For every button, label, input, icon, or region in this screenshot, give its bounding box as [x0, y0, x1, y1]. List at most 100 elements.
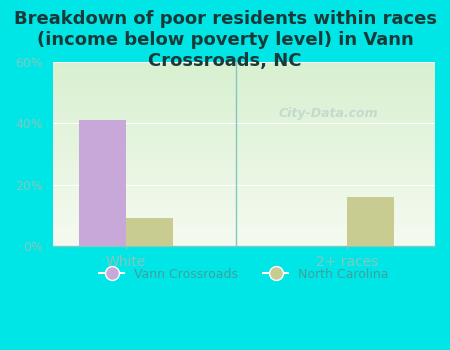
Bar: [347, 197, 394, 246]
Bar: [53, 211, 435, 213]
Bar: [53, 147, 435, 148]
Bar: [53, 84, 435, 86]
Bar: [53, 172, 435, 174]
Bar: [53, 112, 435, 113]
Bar: [53, 126, 435, 128]
Bar: [53, 134, 435, 135]
Bar: [53, 117, 435, 119]
Bar: [53, 213, 435, 215]
Text: Breakdown of poor residents within races
(income below poverty level) in Vann
Cr: Breakdown of poor residents within races…: [14, 10, 436, 70]
Legend: Vann Crossroads, North Carolina: Vann Crossroads, North Carolina: [94, 262, 394, 286]
Bar: [53, 161, 435, 163]
Bar: [53, 205, 435, 207]
Bar: [53, 187, 435, 189]
Bar: [53, 138, 435, 139]
Bar: [53, 200, 435, 202]
Bar: [53, 216, 435, 218]
Bar: [53, 90, 435, 91]
Bar: [53, 64, 435, 66]
Bar: [53, 77, 435, 78]
Bar: [53, 194, 435, 196]
Bar: [53, 156, 435, 158]
Bar: [53, 202, 435, 204]
Bar: [53, 86, 435, 88]
Bar: [53, 165, 435, 167]
Bar: [53, 240, 435, 242]
Bar: [53, 193, 435, 194]
Bar: [53, 73, 435, 75]
Bar: [53, 71, 435, 73]
Bar: [53, 68, 435, 69]
Bar: [53, 167, 435, 169]
Bar: [53, 226, 435, 228]
Bar: [53, 148, 435, 150]
Bar: [53, 220, 435, 222]
Bar: [53, 185, 435, 187]
Bar: [53, 229, 435, 231]
Bar: [53, 170, 435, 172]
Bar: [53, 183, 435, 185]
Bar: [53, 115, 435, 117]
Bar: [53, 180, 435, 182]
Bar: [53, 182, 435, 183]
Bar: [53, 169, 435, 170]
Bar: [53, 141, 435, 143]
Bar: [53, 191, 435, 192]
Bar: [53, 139, 435, 141]
Bar: [53, 242, 435, 244]
Bar: [53, 238, 435, 240]
Text: City-Data.com: City-Data.com: [278, 107, 378, 120]
Bar: [126, 218, 173, 246]
Bar: [53, 113, 435, 115]
Bar: [53, 123, 435, 125]
Bar: [53, 125, 435, 126]
Bar: [53, 100, 435, 103]
Bar: [53, 233, 435, 235]
Bar: [53, 91, 435, 93]
Bar: [53, 93, 435, 95]
Bar: [53, 143, 435, 145]
Bar: [53, 204, 435, 205]
Bar: [53, 82, 435, 84]
Bar: [53, 237, 435, 238]
Bar: [53, 150, 435, 152]
Bar: [53, 62, 435, 64]
Bar: [53, 88, 435, 90]
Bar: [53, 135, 435, 138]
Bar: [53, 130, 435, 132]
Bar: [53, 176, 435, 178]
Bar: [53, 228, 435, 229]
Bar: [53, 145, 435, 147]
Bar: [53, 209, 435, 211]
Bar: [53, 215, 435, 216]
Bar: [53, 163, 435, 165]
Bar: [53, 231, 435, 233]
Bar: [53, 80, 435, 82]
Bar: [53, 224, 435, 226]
Bar: [53, 244, 435, 246]
Bar: [53, 196, 435, 198]
Bar: [53, 158, 435, 160]
Bar: [53, 95, 435, 97]
Bar: [53, 189, 435, 191]
Bar: [79, 120, 126, 246]
Bar: [53, 66, 435, 68]
Bar: [53, 75, 435, 77]
Bar: [53, 121, 435, 123]
Bar: [53, 152, 435, 154]
Bar: [53, 198, 435, 200]
Bar: [53, 106, 435, 108]
Bar: [53, 218, 435, 220]
Bar: [53, 97, 435, 99]
Bar: [53, 119, 435, 121]
Bar: [53, 207, 435, 209]
Bar: [53, 104, 435, 106]
Bar: [53, 160, 435, 161]
Bar: [53, 108, 435, 110]
Bar: [53, 154, 435, 156]
Bar: [53, 174, 435, 176]
Bar: [53, 128, 435, 130]
Bar: [53, 78, 435, 81]
Bar: [53, 222, 435, 224]
Bar: [53, 235, 435, 237]
